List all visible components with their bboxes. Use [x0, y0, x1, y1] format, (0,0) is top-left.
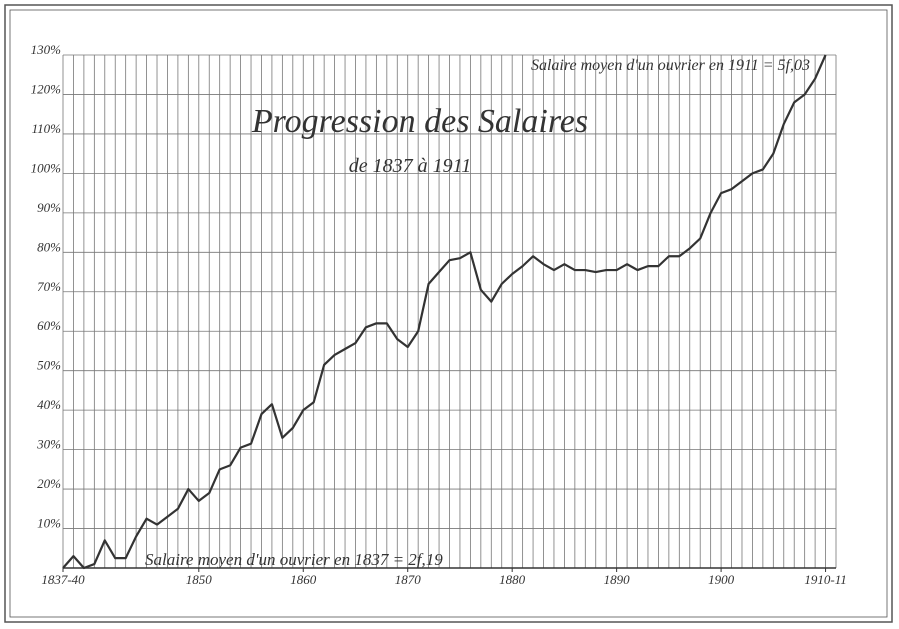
y-tick-label: 100%	[31, 160, 62, 175]
y-tick-label: 130%	[31, 42, 62, 57]
outer-frame	[4, 4, 893, 623]
y-tick-label: 90%	[37, 200, 61, 215]
inner-frame	[9, 9, 888, 618]
y-tick-label: 50%	[37, 358, 61, 373]
chart-subtitle: de 1837 à 1911	[349, 155, 471, 177]
x-tick-label: 1870	[395, 572, 422, 587]
data-line	[62, 54, 827, 570]
x-tick-label: 1837-40	[41, 572, 85, 587]
y-tick-label: 10%	[37, 516, 61, 531]
y-tick-label: 20%	[37, 476, 61, 491]
y-tick-label: 60%	[37, 318, 61, 333]
annotation: Salaire moyen d'un ouvrier en 1911 = 5f,…	[531, 57, 810, 74]
y-tick-label: 110%	[32, 121, 62, 136]
x-tick-label: 1890	[604, 572, 631, 587]
chart-title: Progression des Salaires	[251, 103, 588, 140]
y-tick-label: 40%	[37, 397, 61, 412]
y-tick-label: 70%	[37, 279, 61, 294]
x-tick-label: 1910-11	[804, 572, 846, 587]
x-tick-label: 1880	[499, 572, 526, 587]
grid	[62, 54, 837, 569]
x-tick-label: 1850	[186, 572, 213, 587]
y-tick-label: 120%	[31, 81, 62, 96]
x-tick-label: 1860	[290, 572, 317, 587]
y-tick-label: 80%	[37, 239, 61, 254]
y-tick-label: 30%	[36, 437, 61, 452]
x-tick-label: 1900	[708, 572, 735, 587]
annotation: Salaire moyen d'un ouvrier en 1837 = 2f,…	[145, 550, 443, 569]
